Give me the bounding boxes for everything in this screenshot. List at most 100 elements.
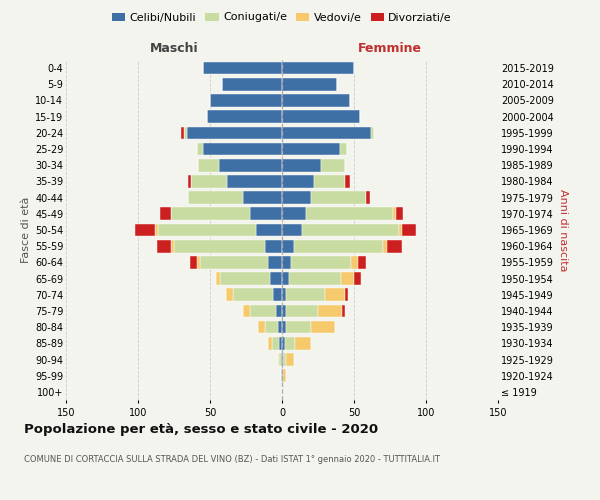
Bar [285, 337, 295, 349]
Bar [282, 62, 354, 74]
Bar [171, 240, 174, 252]
Bar [268, 256, 282, 268]
Bar [171, 208, 250, 220]
Bar [268, 337, 272, 349]
Bar [221, 78, 282, 90]
Bar [203, 62, 282, 74]
Bar [346, 175, 350, 188]
Bar [233, 288, 274, 301]
Bar [188, 175, 191, 188]
Bar [155, 224, 158, 236]
Bar [282, 126, 371, 139]
Bar [354, 272, 361, 285]
Bar [286, 353, 293, 366]
Bar [282, 192, 311, 204]
Bar [272, 337, 279, 349]
Bar [271, 272, 282, 285]
Text: Maschi: Maschi [149, 42, 199, 55]
Bar [282, 240, 293, 252]
Bar [203, 142, 282, 156]
Bar [283, 353, 286, 366]
Bar [160, 208, 171, 220]
Bar [274, 288, 282, 301]
Bar [302, 224, 398, 236]
Bar [282, 370, 283, 382]
Bar [210, 94, 282, 107]
Bar [250, 208, 282, 220]
Bar [276, 304, 282, 318]
Bar [314, 175, 346, 188]
Bar [311, 321, 335, 334]
Text: COMUNE DI CORTACCIA SULLA STRADA DEL VINO (BZ) - Dati ISTAT 1° gennaio 2020 - TU: COMUNE DI CORTACCIA SULLA STRADA DEL VIN… [24, 455, 440, 464]
Bar [289, 272, 341, 285]
Bar [279, 337, 282, 349]
Bar [220, 272, 271, 285]
Bar [279, 353, 281, 366]
Bar [282, 272, 289, 285]
Bar [197, 142, 203, 156]
Bar [265, 240, 282, 252]
Bar [256, 224, 282, 236]
Bar [286, 321, 311, 334]
Bar [282, 288, 286, 301]
Bar [283, 370, 286, 382]
Bar [365, 192, 370, 204]
Y-axis label: Anni di nascita: Anni di nascita [557, 188, 568, 271]
Bar [282, 224, 302, 236]
Bar [396, 208, 403, 220]
Bar [281, 370, 282, 382]
Bar [190, 256, 197, 268]
Bar [226, 288, 233, 301]
Bar [282, 94, 350, 107]
Bar [199, 159, 218, 172]
Text: Femmine: Femmine [358, 42, 422, 55]
Y-axis label: Fasce di età: Fasce di età [20, 197, 31, 263]
Text: Popolazione per età, sesso e stato civile - 2020: Popolazione per età, sesso e stato civil… [24, 422, 378, 436]
Bar [358, 256, 365, 268]
Bar [282, 256, 290, 268]
Bar [371, 126, 374, 139]
Bar [393, 208, 396, 220]
Bar [157, 240, 171, 252]
Bar [174, 240, 265, 252]
Bar [318, 304, 343, 318]
Bar [282, 304, 286, 318]
Bar [218, 159, 282, 172]
Bar [282, 337, 285, 349]
Bar [282, 159, 321, 172]
Bar [383, 240, 387, 252]
Bar [158, 224, 256, 236]
Bar [227, 175, 282, 188]
Bar [282, 353, 283, 366]
Bar [341, 272, 354, 285]
Bar [321, 159, 346, 172]
Bar [340, 142, 347, 156]
Bar [311, 192, 365, 204]
Bar [282, 110, 360, 123]
Bar [401, 224, 416, 236]
Bar [243, 304, 250, 318]
Bar [187, 126, 282, 139]
Bar [243, 192, 282, 204]
Bar [207, 110, 282, 123]
Bar [286, 288, 325, 301]
Bar [295, 337, 311, 349]
Bar [216, 272, 220, 285]
Bar [286, 304, 318, 318]
Bar [282, 321, 286, 334]
Bar [184, 126, 187, 139]
Bar [346, 288, 348, 301]
Bar [307, 208, 393, 220]
Bar [293, 240, 383, 252]
Bar [282, 175, 314, 188]
Bar [250, 304, 276, 318]
Bar [135, 224, 155, 236]
Bar [343, 304, 346, 318]
Bar [197, 256, 200, 268]
Bar [351, 256, 358, 268]
Bar [191, 175, 227, 188]
Bar [265, 321, 278, 334]
Bar [325, 288, 346, 301]
Legend: Celibi/Nubili, Coniugati/e, Vedovi/e, Divorziati/e: Celibi/Nubili, Coniugati/e, Vedovi/e, Di… [107, 8, 457, 27]
Bar [188, 192, 243, 204]
